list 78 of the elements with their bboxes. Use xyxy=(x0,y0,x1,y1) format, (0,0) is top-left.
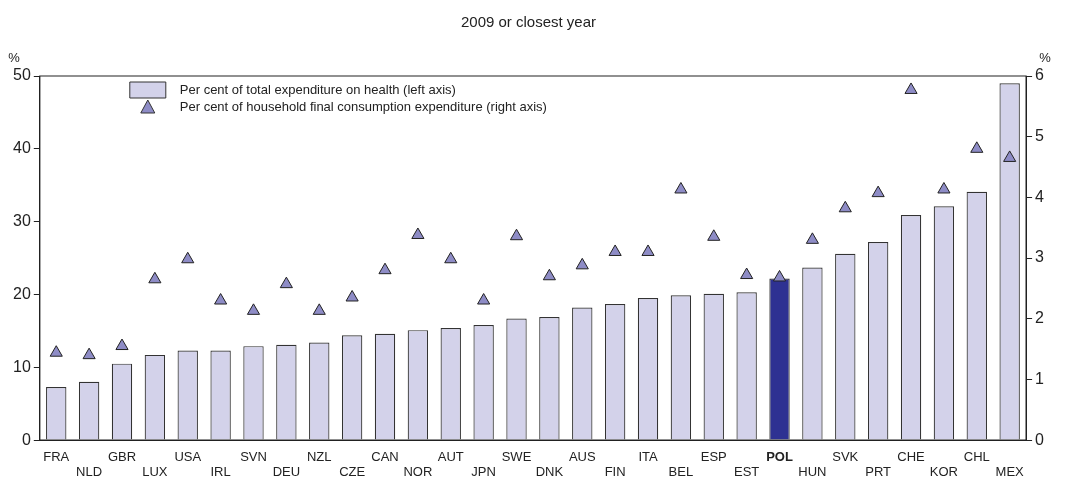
x-tick-label: POL xyxy=(766,449,793,465)
y-tick-label: 50 xyxy=(13,66,31,84)
x-tick-label: SVN xyxy=(240,449,267,465)
x-tick-label: HUN xyxy=(798,464,827,480)
point xyxy=(904,82,918,94)
point xyxy=(772,269,787,282)
point xyxy=(115,338,129,351)
y-tick-label: 10 xyxy=(13,357,31,375)
point xyxy=(345,289,359,302)
point xyxy=(1003,150,1017,162)
x-tick-label: FIN xyxy=(604,464,626,480)
point xyxy=(740,267,754,280)
x-tick-label: IRL xyxy=(210,464,231,480)
point xyxy=(246,303,261,315)
y2-tick-label: 3 xyxy=(1035,248,1045,266)
point xyxy=(444,251,458,264)
legend-label: Per cent of total expenditure on health (left axis) xyxy=(179,81,456,97)
point xyxy=(312,303,326,315)
x-tick-label: KOR xyxy=(929,464,958,480)
point xyxy=(49,345,63,357)
x-tick-label: GBR xyxy=(107,449,137,465)
x-tick-label: CZE xyxy=(339,464,366,480)
y2-tick-label: 2 xyxy=(1035,309,1045,327)
x-tick-label: EST xyxy=(734,464,760,480)
y2-tick-label: 4 xyxy=(1035,187,1045,205)
y2-tick-label: 5 xyxy=(1035,127,1045,145)
x-tick-label: NOR xyxy=(403,464,433,480)
point xyxy=(838,200,852,213)
point xyxy=(214,293,228,305)
legend-label: Per cent of household final consumption expenditure (right axis) xyxy=(179,98,547,114)
point xyxy=(575,257,589,270)
x-tick-label: DNK xyxy=(535,464,564,480)
point xyxy=(148,271,162,284)
point xyxy=(509,228,524,241)
point xyxy=(937,181,951,194)
x-tick-label: PRT xyxy=(865,464,892,480)
y-tick-label: 0 xyxy=(21,430,31,448)
point xyxy=(181,251,195,264)
x-tick-label: CAN xyxy=(371,449,399,465)
x-tick-label: AUT xyxy=(437,449,464,465)
chart-title: 2009 or closest year xyxy=(460,13,597,31)
point xyxy=(411,227,425,239)
point xyxy=(871,185,885,198)
x-tick-label: SWE xyxy=(501,449,532,465)
x-tick-label: NLD xyxy=(76,464,103,480)
x-tick-label: USA xyxy=(174,449,202,465)
point xyxy=(542,268,556,281)
x-tick-label: SVK xyxy=(832,449,859,465)
y-tick-label: 40 xyxy=(13,139,31,157)
point xyxy=(279,276,293,289)
x-tick-label: MEX xyxy=(995,464,1025,480)
point xyxy=(477,293,491,305)
y-axis-title: % xyxy=(8,49,21,65)
x-tick-label: DEU xyxy=(272,464,301,480)
x-tick-label: ITA xyxy=(638,449,658,465)
x-tick-label: CHE xyxy=(897,449,926,465)
point xyxy=(378,262,392,275)
point xyxy=(82,347,96,360)
x-tick-label: NZL xyxy=(306,449,332,465)
y2-tick-label: 6 xyxy=(1035,66,1045,84)
x-tick-label: ESP xyxy=(700,449,727,465)
y2-tick-label: 1 xyxy=(1035,369,1045,387)
y-tick-label: 20 xyxy=(13,284,31,302)
point xyxy=(674,181,688,194)
point xyxy=(707,229,721,241)
x-tick-label: AUS xyxy=(568,449,596,465)
point xyxy=(805,232,819,244)
point xyxy=(608,244,622,256)
point xyxy=(970,141,984,153)
point xyxy=(641,244,655,256)
y-tick-label: 30 xyxy=(13,212,31,230)
x-tick-label: CHL xyxy=(963,449,990,465)
x-tick-label: JPN xyxy=(471,464,496,480)
x-tick-label: FRA xyxy=(43,449,70,465)
x-tick-label: LUX xyxy=(142,464,168,480)
y2-axis-title: % xyxy=(1039,49,1052,65)
y2-tick-label: 0 xyxy=(1035,430,1045,448)
x-tick-label: BEL xyxy=(668,464,694,480)
